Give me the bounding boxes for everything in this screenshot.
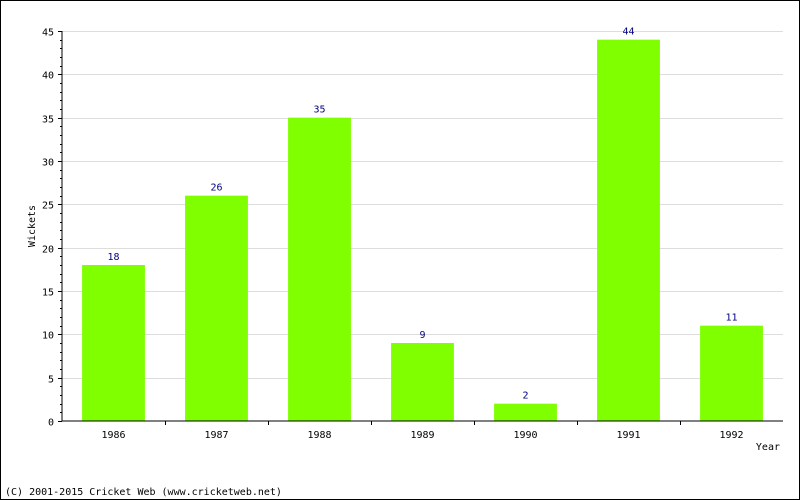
x-tick-label: 1992	[719, 430, 743, 441]
y-tick-labels: 0 5 10 15 20 25 30 35 40 45	[42, 28, 62, 429]
y-tick-label: 10	[42, 331, 54, 342]
x-axis-title: Year	[756, 442, 780, 453]
x-tick-label: 1986	[101, 430, 125, 441]
y-tick-label: 40	[42, 71, 54, 82]
y-tick-label: 35	[42, 115, 54, 126]
bar	[288, 117, 351, 422]
bar	[494, 403, 557, 421]
data-label: 2	[522, 391, 528, 402]
y-tick-label: 25	[42, 201, 54, 212]
data-labels: 18 26 35 9 2 44 11	[107, 27, 737, 402]
x-tick-label: 1988	[307, 430, 331, 441]
data-label: 11	[725, 313, 737, 324]
bar	[82, 265, 145, 421]
data-label: 44	[622, 27, 634, 38]
y-tick-label: 0	[48, 418, 54, 429]
bars	[82, 39, 763, 422]
bar	[597, 39, 660, 422]
copyright-text: (C) 2001-2015 Cricket Web (www.cricketwe…	[5, 487, 282, 498]
y-tick-label: 30	[42, 158, 54, 169]
y-axis-title: Wickets	[27, 205, 38, 247]
x-tick-label: 1990	[513, 430, 537, 441]
x-tick-labels: 1986 1987 1988 1989 1990 1991 1992	[101, 421, 744, 441]
bar	[391, 343, 454, 421]
gridlines	[62, 31, 783, 379]
x-tick-label: 1987	[204, 430, 228, 441]
bar	[185, 195, 248, 421]
data-label: 9	[419, 330, 425, 341]
y-tick-label: 15	[42, 288, 54, 299]
x-tick-label: 1989	[410, 430, 434, 441]
data-label: 18	[107, 252, 119, 263]
x-tick-label: 1991	[616, 430, 640, 441]
bar	[700, 325, 763, 421]
y-tick-label: 5	[48, 375, 54, 386]
y-tick-label: 45	[42, 28, 54, 39]
data-label: 35	[313, 105, 325, 116]
data-label: 26	[210, 183, 222, 194]
axes	[61, 31, 783, 422]
y-tick-label: 20	[42, 245, 54, 256]
